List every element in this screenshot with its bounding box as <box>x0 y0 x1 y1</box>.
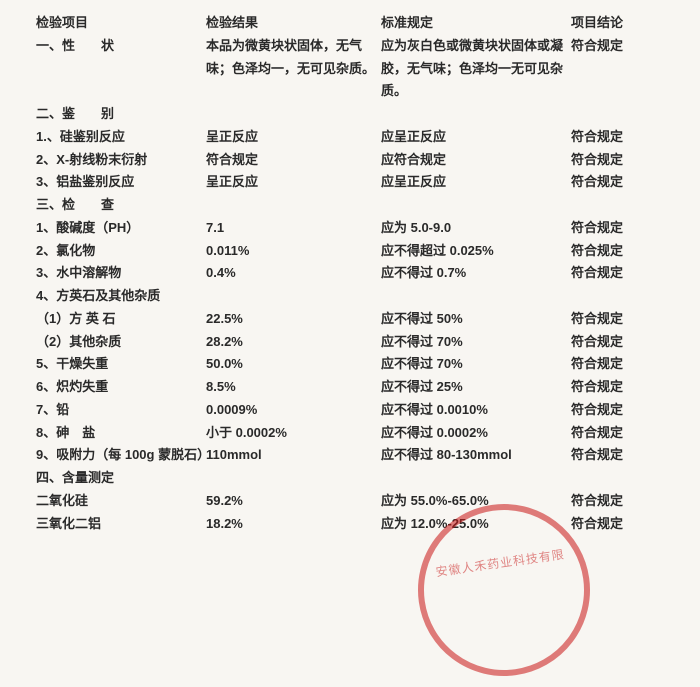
cell-item: 二、鉴 别 <box>36 103 206 126</box>
cell-conclusion: 符合规定 <box>571 262 672 285</box>
cell-result: 18.2% <box>206 513 381 536</box>
cell-standard: 应为灰白色或微黄块状固体或凝胶，无气味；色泽均一无可见杂质。 <box>381 35 571 103</box>
cell-standard: 应不得过 0.0002% <box>381 422 571 445</box>
cell-conclusion: 符合规定 <box>571 308 672 331</box>
cell-result: 小于 0.0002% <box>206 422 381 445</box>
cell-result: 110mmol <box>206 444 381 467</box>
table-row: 一、性 状本品为微黄块状固体，无气味；色泽均一，无可见杂质。应为灰白色或微黄块状… <box>36 35 672 103</box>
cell-item: 5、干燥失重 <box>36 353 206 376</box>
cell-result: 7.1 <box>206 217 381 240</box>
cell-item: 3、水中溶解物 <box>36 262 206 285</box>
cell-item: 2、氯化物 <box>36 240 206 263</box>
inspection-report-sheet: 检验项目 检验结果 标准规定 项目结论 一、性 状本品为微黄块状固体，无气味；色… <box>0 0 700 535</box>
cell-result: 8.5% <box>206 376 381 399</box>
cell-conclusion: 符合规定 <box>571 422 672 445</box>
cell-standard: 应不得过 25% <box>381 376 571 399</box>
cell-result: 28.2% <box>206 331 381 354</box>
table-row: 三、检 查 <box>36 194 672 217</box>
table-row: 1.、硅鉴别反应呈正反应应呈正反应符合规定 <box>36 126 672 149</box>
header-conclusion: 项目结论 <box>571 12 672 35</box>
cell-standard: 应呈正反应 <box>381 126 571 149</box>
cell-conclusion: 符合规定 <box>571 331 672 354</box>
table-row: 9、吸附力（每 100g 蒙脱石）110mmol应不得过 80-130mmol符… <box>36 444 672 467</box>
table-row: （1）方 英 石22.5%应不得过 50%符合规定 <box>36 308 672 331</box>
cell-conclusion: 符合规定 <box>571 353 672 376</box>
cell-conclusion: 符合规定 <box>571 217 672 240</box>
header-item: 检验项目 <box>36 12 206 35</box>
cell-result: 呈正反应 <box>206 171 381 194</box>
cell-conclusion: 符合规定 <box>571 444 672 467</box>
cell-item: 1.、硅鉴别反应 <box>36 126 206 149</box>
cell-result: 59.2% <box>206 490 381 513</box>
cell-conclusion: 符合规定 <box>571 35 672 58</box>
cell-standard: 应不得过 70% <box>381 353 571 376</box>
cell-standard: 应不得过 50% <box>381 308 571 331</box>
cell-conclusion: 符合规定 <box>571 490 672 513</box>
cell-item: 1、酸碱度（PH） <box>36 217 206 240</box>
table-row: 3、铝盐鉴别反应呈正反应应呈正反应符合规定 <box>36 171 672 194</box>
cell-standard: 应不得过 0.0010% <box>381 399 571 422</box>
cell-result: 50.0% <box>206 353 381 376</box>
stamp-text: 安徽人禾药业科技有限 <box>435 545 566 580</box>
cell-result: 0.4% <box>206 262 381 285</box>
cell-conclusion: 符合规定 <box>571 513 672 536</box>
cell-conclusion: 符合规定 <box>571 240 672 263</box>
cell-result: 符合规定 <box>206 149 381 172</box>
table-row: 6、炽灼失重8.5%应不得过 25%符合规定 <box>36 376 672 399</box>
cell-item: 6、炽灼失重 <box>36 376 206 399</box>
table-row: 2、氯化物0.011%应不得超过 0.025%符合规定 <box>36 240 672 263</box>
table-row: 5、干燥失重50.0%应不得过 70%符合规定 <box>36 353 672 376</box>
table-row: 1、酸碱度（PH）7.1应为 5.0-9.0符合规定 <box>36 217 672 240</box>
header-row: 检验项目 检验结果 标准规定 项目结论 <box>36 12 672 35</box>
cell-standard: 应为 55.0%-65.0% <box>381 490 571 513</box>
cell-conclusion: 符合规定 <box>571 399 672 422</box>
cell-item: 三、检 查 <box>36 194 206 217</box>
cell-standard: 应不得超过 0.025% <box>381 240 571 263</box>
cell-item: 三氧化二铝 <box>36 513 206 536</box>
table-row: 8、砷 盐小于 0.0002%应不得过 0.0002%符合规定 <box>36 422 672 445</box>
cell-standard: 应符合规定 <box>381 149 571 172</box>
table-row: 三氧化二铝18.2%应为 12.0%-25.0%符合规定 <box>36 513 672 536</box>
cell-standard: 应为 12.0%-25.0% <box>381 513 571 536</box>
cell-item: （1）方 英 石 <box>36 308 206 331</box>
cell-item: （2）其他杂质 <box>36 331 206 354</box>
cell-result: 呈正反应 <box>206 126 381 149</box>
cell-conclusion: 符合规定 <box>571 171 672 194</box>
cell-result: 0.0009% <box>206 399 381 422</box>
cell-item: 二氧化硅 <box>36 490 206 513</box>
table-row: 二、鉴 别 <box>36 103 672 126</box>
cell-item: 四、含量测定 <box>36 467 206 490</box>
cell-result: 22.5% <box>206 308 381 331</box>
cell-conclusion: 符合规定 <box>571 376 672 399</box>
table-row: 二氧化硅59.2%应为 55.0%-65.0%符合规定 <box>36 490 672 513</box>
cell-item: 3、铝盐鉴别反应 <box>36 171 206 194</box>
cell-standard: 应不得过 80-130mmol <box>381 444 571 467</box>
cell-item: 9、吸附力（每 100g 蒙脱石） <box>36 444 206 467</box>
table-row: 7、铅0.0009%应不得过 0.0010%符合规定 <box>36 399 672 422</box>
cell-standard: 应呈正反应 <box>381 171 571 194</box>
cell-item: 7、铅 <box>36 399 206 422</box>
table-row: 2、X-射线粉末衍射符合规定应符合规定符合规定 <box>36 149 672 172</box>
table-row: （2）其他杂质28.2%应不得过 70%符合规定 <box>36 331 672 354</box>
cell-conclusion: 符合规定 <box>571 149 672 172</box>
header-standard: 标准规定 <box>381 12 571 35</box>
cell-item: 8、砷 盐 <box>36 422 206 445</box>
cell-standard: 应不得过 0.7% <box>381 262 571 285</box>
table-row: 4、方英石及其他杂质 <box>36 285 672 308</box>
cell-result: 本品为微黄块状固体，无气味；色泽均一，无可见杂质。 <box>206 35 381 81</box>
table-row: 3、水中溶解物0.4%应不得过 0.7%符合规定 <box>36 262 672 285</box>
cell-item: 4、方英石及其他杂质 <box>36 285 206 308</box>
report-body: 一、性 状本品为微黄块状固体，无气味；色泽均一，无可见杂质。应为灰白色或微黄块状… <box>36 35 672 536</box>
cell-result: 0.011% <box>206 240 381 263</box>
cell-standard: 应不得过 70% <box>381 331 571 354</box>
cell-standard: 应为 5.0-9.0 <box>381 217 571 240</box>
cell-item: 一、性 状 <box>36 35 206 58</box>
table-row: 四、含量测定 <box>36 467 672 490</box>
cell-item: 2、X-射线粉末衍射 <box>36 149 206 172</box>
cell-conclusion: 符合规定 <box>571 126 672 149</box>
header-result: 检验结果 <box>206 12 381 35</box>
